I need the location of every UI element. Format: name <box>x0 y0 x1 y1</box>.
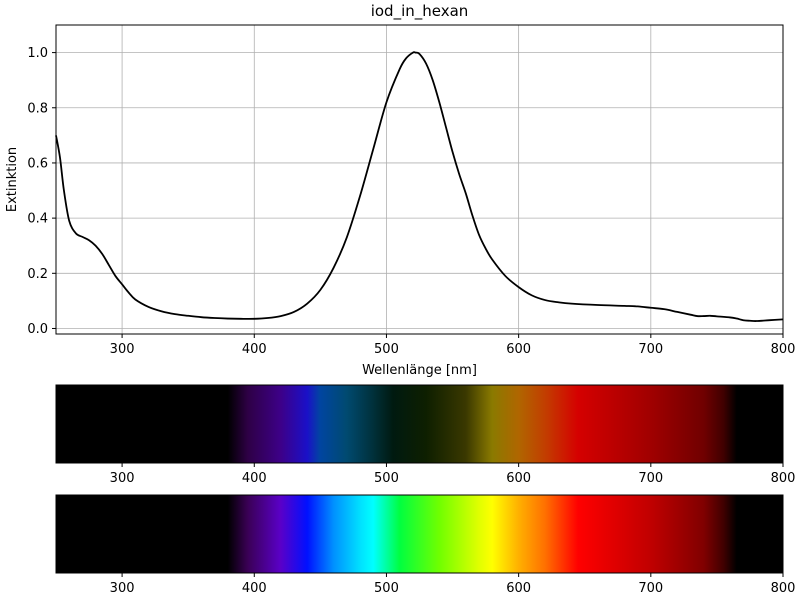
x-axis-ticks: 300 400 500 600 700 800 <box>110 573 796 596</box>
x-tick-label: 700 <box>638 471 663 486</box>
x-tick-label: 600 <box>506 342 531 357</box>
y-tick-label: 0.8 <box>27 101 48 116</box>
x-tick-label: 500 <box>374 581 399 596</box>
x-tick-label: 400 <box>242 471 267 486</box>
chart-title: iod_in_hexan <box>371 2 469 21</box>
x-tick-label: 300 <box>110 471 135 486</box>
x-tick-label: 300 <box>110 342 135 357</box>
y-tick-label: 0.4 <box>27 212 48 227</box>
x-axis-ticks: 300 400 500 600 700 800 <box>110 334 796 357</box>
x-tick-label: 800 <box>771 471 796 486</box>
strip-frame <box>55 494 784 574</box>
x-tick-label: 400 <box>242 342 267 357</box>
x-tick-label: 800 <box>771 342 796 357</box>
y-axis-ticks: 0.0 0.2 0.4 0.6 0.8 1.0 <box>27 46 56 337</box>
series-line <box>55 51 784 322</box>
x-tick-label: 400 <box>242 581 267 596</box>
y-tick-label: 0.0 <box>27 322 48 337</box>
spectrum-bar <box>56 495 783 573</box>
x-tick-label: 700 <box>638 581 663 596</box>
x-tick-label: 600 <box>506 581 531 596</box>
full-spectrum-strip: 300 400 500 600 700 800 <box>55 494 796 596</box>
x-tick-label: 600 <box>506 471 531 486</box>
y-tick-label: 0.6 <box>27 156 48 171</box>
y-tick-label: 0.2 <box>27 267 48 282</box>
x-tick-label: 500 <box>374 342 399 357</box>
x-axis-ticks: 300 400 500 600 700 800 <box>110 463 796 486</box>
transmission-spectrum-strip: 300 400 500 600 700 800 <box>55 384 796 486</box>
y-axis-label: Extinktion <box>5 147 20 212</box>
x-axis-label: Wellenlänge [nm] <box>362 363 477 378</box>
x-tick-label: 800 <box>771 581 796 596</box>
absorbance-chart: 300 400 500 600 700 800 0.0 0.2 0.4 0.6 0.8 1.0 io… <box>5 2 795 378</box>
plot-background <box>56 25 783 334</box>
x-tick-label: 300 <box>110 581 135 596</box>
plot-frame <box>55 24 784 335</box>
strip-frame <box>55 384 784 464</box>
x-tick-label: 500 <box>374 471 399 486</box>
spectrum-bar <box>56 385 783 463</box>
y-tick-label: 1.0 <box>27 46 48 61</box>
x-tick-label: 700 <box>638 342 663 357</box>
